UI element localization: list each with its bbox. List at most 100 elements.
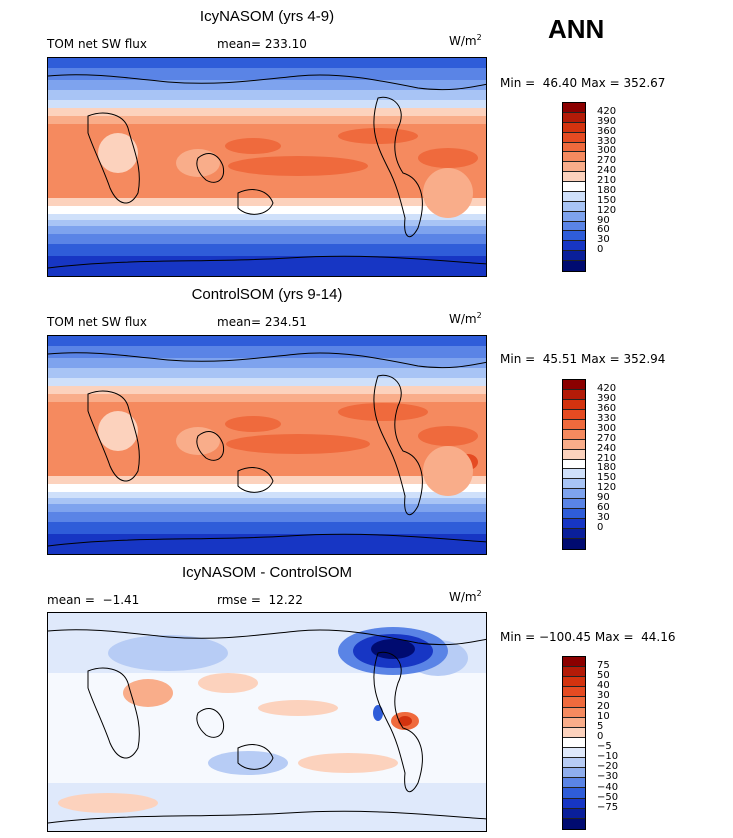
colorbar-tick-label: 330 xyxy=(597,412,617,424)
colorbar-segment xyxy=(563,529,585,539)
colorbar-segment xyxy=(563,808,585,819)
colorbar-tick-label: 150 xyxy=(597,194,617,206)
panel-2-variable-label: TOM net SW flux xyxy=(47,315,148,329)
colorbar-segment xyxy=(563,697,585,708)
panel-1-colorbar xyxy=(562,102,586,272)
colorbar-segment xyxy=(563,261,585,271)
panel-2-colorbar-labels: 420 390 360 330 300 270 240 210 180 150 120 90 60 30 0 xyxy=(597,379,637,550)
panel-3-min-max: Min = −100.45 Max = 44.16 xyxy=(500,630,676,644)
colorbar-segment xyxy=(563,758,585,769)
colorbar-segment xyxy=(563,469,585,480)
colorbar-segment xyxy=(563,172,585,182)
colorbar-segment xyxy=(563,677,585,688)
colorbar-segment xyxy=(563,768,585,779)
colorbar-tick-label: 150 xyxy=(597,472,617,484)
colorbar-segment xyxy=(563,241,585,252)
panel-1-title: IcyNASOM (yrs 4-9) xyxy=(199,8,335,25)
panel-2-colorbar xyxy=(562,379,586,550)
colorbar-segment xyxy=(563,747,585,759)
colorbar-segment xyxy=(563,162,585,173)
colorbar-segment xyxy=(563,667,585,678)
panel-1-min-max: Min = 46.40 Max = 352.67 xyxy=(500,76,666,90)
panel-1-colorbar-labels: 420 390 360 330 300 270 240 210 180 150 120 90 60 30 0 xyxy=(597,102,637,272)
colorbar-tick-label: 120 xyxy=(597,204,617,216)
colorbar-tick-label: 420 xyxy=(597,382,617,394)
panel-1-map xyxy=(47,57,487,277)
colorbar-segment xyxy=(563,439,585,450)
panel-2-title: ControlSOM (yrs 9-14) xyxy=(191,286,343,303)
colorbar-tick-label: 0 xyxy=(597,730,604,742)
colorbar-segment xyxy=(563,489,585,500)
colorbar-segment xyxy=(563,509,585,520)
colorbar-segment xyxy=(563,707,585,718)
colorbar-segment xyxy=(563,429,585,440)
colorbar-tick-label: 90 xyxy=(597,492,610,504)
colorbar-segment xyxy=(563,112,585,123)
colorbar-tick-label: 300 xyxy=(597,422,617,434)
colorbar-tick-label: 180 xyxy=(597,184,617,196)
panel-1-mean-label: mean= 233.10 xyxy=(217,37,307,51)
colorbar-tick-label: 40 xyxy=(597,680,610,692)
colorbar-tick-label: −5 xyxy=(597,741,612,753)
colorbar-tick-label: 180 xyxy=(597,462,617,474)
colorbar-tick-label: 390 xyxy=(597,115,617,127)
colorbar-segment xyxy=(563,687,585,698)
colorbar-segment xyxy=(563,798,585,809)
colorbar-segment xyxy=(563,519,585,530)
colorbar-segment xyxy=(563,778,585,789)
colorbar-tick-label: −30 xyxy=(597,771,619,783)
colorbar-tick-label: 300 xyxy=(597,145,617,157)
colorbar-tick-label: 210 xyxy=(597,452,617,464)
colorbar-tick-label: 360 xyxy=(597,125,617,137)
colorbar-segment xyxy=(563,539,585,549)
colorbar-segment xyxy=(563,122,585,133)
colorbar-tick-label: 30 xyxy=(597,690,610,702)
colorbar-tick-label: 30 xyxy=(597,234,610,246)
colorbar-tick-label: 60 xyxy=(597,502,610,514)
colorbar-segment xyxy=(563,657,585,668)
colorbar-tick-label: 0 xyxy=(597,522,604,534)
panel-3-rmse-label: rmse = 12.22 xyxy=(217,593,303,607)
colorbar-segment xyxy=(563,409,585,420)
colorbar-tick-label: −75 xyxy=(597,801,619,813)
colorbar-tick-label: 270 xyxy=(597,432,617,444)
colorbar-segment xyxy=(563,152,585,163)
colorbar-segment xyxy=(563,221,585,232)
season-label: ANN xyxy=(548,14,605,44)
colorbar-segment xyxy=(563,182,585,192)
colorbar-segment xyxy=(563,737,585,748)
colorbar-tick-label: −10 xyxy=(597,751,619,763)
colorbar-segment xyxy=(563,479,585,490)
colorbar-segment xyxy=(563,399,585,410)
colorbar-segment xyxy=(563,132,585,143)
panel-3-units: W/m2 xyxy=(449,589,482,604)
colorbar-segment xyxy=(563,142,585,153)
colorbar-segment xyxy=(563,201,585,212)
colorbar-segment xyxy=(563,211,585,222)
colorbar-tick-label: 75 xyxy=(597,660,610,672)
colorbar-tick-label: 60 xyxy=(597,224,610,236)
colorbar-tick-label: 120 xyxy=(597,482,617,494)
colorbar-segment xyxy=(563,103,585,113)
colorbar-segment xyxy=(563,380,585,390)
panel-3-colorbar xyxy=(562,656,586,830)
panel-1-variable-label: TOM net SW flux xyxy=(47,37,148,51)
colorbar-tick-label: 210 xyxy=(597,175,617,187)
colorbar-tick-label: 5 xyxy=(597,720,604,732)
panel-2-units: W/m2 xyxy=(449,311,482,326)
colorbar-tick-label: −50 xyxy=(597,791,619,803)
panel-3-mean-label: mean = −1.41 xyxy=(47,593,140,607)
panel-3-map xyxy=(47,612,487,832)
panel-2-min-max: Min = 45.51 Max = 352.94 xyxy=(500,352,666,366)
colorbar-tick-label: 50 xyxy=(597,670,610,682)
panel-1-units: W/m2 xyxy=(449,33,482,48)
colorbar-tick-label: 330 xyxy=(597,135,617,147)
colorbar-segment xyxy=(563,499,585,510)
colorbar-tick-label: 0 xyxy=(597,244,604,256)
colorbar-segment xyxy=(563,419,585,430)
colorbar-segment xyxy=(563,389,585,400)
panel-2-mean-label: mean= 234.51 xyxy=(217,315,307,329)
colorbar-tick-label: 360 xyxy=(597,402,617,414)
colorbar-tick-label: 420 xyxy=(597,105,617,117)
colorbar-segment xyxy=(563,459,585,470)
